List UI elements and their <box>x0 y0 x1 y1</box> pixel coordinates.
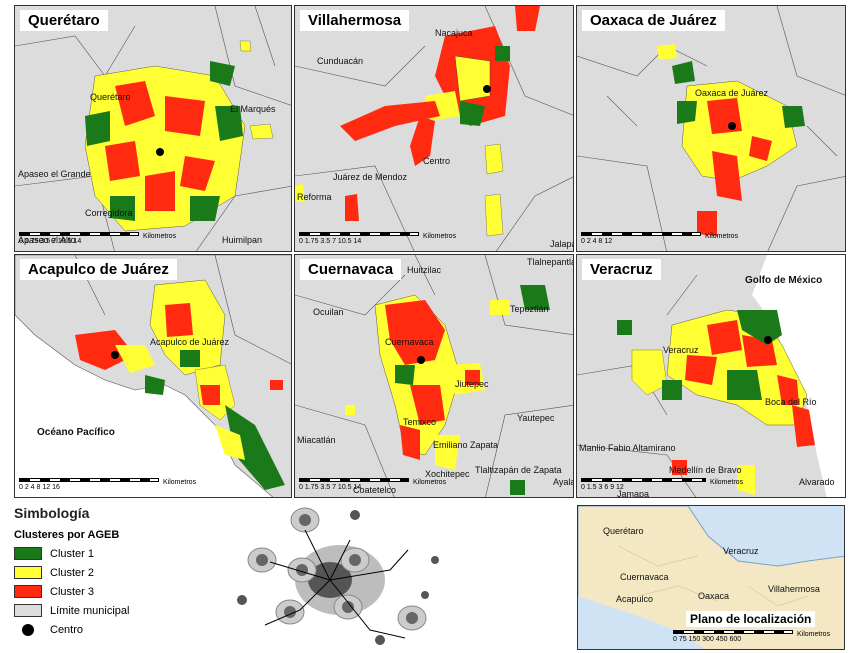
place-label: Cuernavaca <box>620 572 669 582</box>
place-label: Reforma <box>297 192 332 202</box>
place-label: Veracruz <box>723 546 759 556</box>
map-panel-acapulco: Acapulco de Juárez Acapulco de Juárez Oc… <box>14 254 292 498</box>
place-label: Apaseo el Alto <box>18 235 76 245</box>
place-label: Tlalnepantla <box>527 257 574 267</box>
inset-title: Plano de localización <box>686 611 816 627</box>
map-panel-veracruz: Veracruz Golfo de México Veracruz Boca d… <box>576 254 846 498</box>
map-panel-queretaro: Querétaro Querétaro El Marqués Apaseo el… <box>14 5 292 252</box>
panel-title: Acapulco de Juárez <box>20 259 177 280</box>
map-legend: Simbología Clusteres por AGEB Cluster 1 … <box>14 505 244 650</box>
place-label: Cuernavaca <box>385 337 434 347</box>
swatch-cluster-3 <box>14 585 42 598</box>
place-label: Manlio Fabio Altamirano <box>579 443 676 453</box>
place-label: Ocuilan <box>313 307 344 317</box>
legend-item: Cluster 1 <box>14 544 244 563</box>
legend-item: Límite municipal <box>14 601 244 620</box>
place-label: Océano Pacífico <box>37 427 115 438</box>
acapulco-map <box>15 255 291 497</box>
place-label: Temixco <box>403 417 437 427</box>
place-label: Juárez de Mendoz <box>333 172 408 182</box>
swatch-cluster-1 <box>14 547 42 560</box>
panel-title: Cuernavaca <box>300 259 402 280</box>
place-label: Acapulco de Juárez <box>150 337 230 347</box>
place-label: Jamapa <box>617 489 650 498</box>
place-label: Tlaltizapán de Zapata <box>475 465 562 475</box>
place-label: Golfo de México <box>745 275 823 286</box>
place-label: Acapulco <box>616 594 654 604</box>
queretaro-map <box>15 6 291 251</box>
legend-subtitle: Clusteres por AGEB <box>14 529 120 541</box>
place-label: Centro <box>423 156 451 166</box>
panel-title: Oaxaca de Juárez <box>582 10 725 31</box>
villahermosa-map <box>295 6 573 251</box>
place-label: Apaseo el Grande <box>18 169 91 179</box>
place-label: Cunduacán <box>317 56 364 66</box>
legend-item: Cluster 2 <box>14 563 244 582</box>
place-label: Yautepec <box>517 413 555 423</box>
map-panel-oaxaca: Oaxaca de Juárez Oaxaca de Juárez 0 2 4 … <box>576 5 846 252</box>
place-label: Oaxaca de Juárez <box>695 88 769 98</box>
legend-title: Simbología <box>14 505 90 521</box>
place-label: Huitzilac <box>407 265 442 275</box>
swatch-municipal <box>14 604 42 617</box>
place-label: Jiutepec <box>455 379 489 389</box>
legend-item: Cluster 3 <box>14 582 244 601</box>
locator-inset: Querétaro Veracruz Cuernavaca Oaxaca Vil… <box>577 505 845 650</box>
map-panel-villahermosa: Villahermosa Nacajuca Cunduacán Centro R… <box>294 5 574 252</box>
place-label: Medellín de Bravo <box>669 465 742 475</box>
place-label: Jalapa <box>550 239 574 249</box>
oaxaca-map <box>577 6 845 251</box>
veracruz-map <box>577 255 845 497</box>
place-label: Corregidora <box>85 208 133 218</box>
place-label: Querétaro <box>603 526 644 536</box>
swatch-cluster-2 <box>14 566 42 579</box>
place-label: Emiliano Zapata <box>433 440 499 450</box>
place-label: Huimilpan <box>222 235 263 245</box>
place-label: Villahermosa <box>768 584 820 594</box>
panel-title: Villahermosa <box>300 10 410 31</box>
place-label: Boca del Río <box>765 397 817 407</box>
place-label: Xochitepec <box>425 469 470 479</box>
legend-item: Centro <box>14 620 244 639</box>
panel-title: Veracruz <box>582 259 661 280</box>
polycentric-diagram <box>237 507 439 645</box>
place-label: Oaxaca <box>698 591 730 601</box>
place-label: Alvarado <box>799 477 835 487</box>
map-panel-cuernavaca: Cuernavaca Tlalnepantla Ocuilan Tepoztlá… <box>294 254 574 498</box>
place-label: Coatetelco <box>353 485 397 495</box>
place-label: Veracruz <box>663 345 699 355</box>
place-label: El Marqués <box>230 104 276 114</box>
place-label: Ayala <box>553 477 574 487</box>
place-label: Miacatlán <box>297 435 336 445</box>
place-label: Nacajuca <box>435 28 473 38</box>
panel-title: Querétaro <box>20 10 108 31</box>
place-label: Querétaro <box>90 92 131 102</box>
cuernavaca-map <box>295 255 573 497</box>
centro-dot-icon <box>22 623 34 636</box>
place-label: Tepoztlán <box>510 304 549 314</box>
